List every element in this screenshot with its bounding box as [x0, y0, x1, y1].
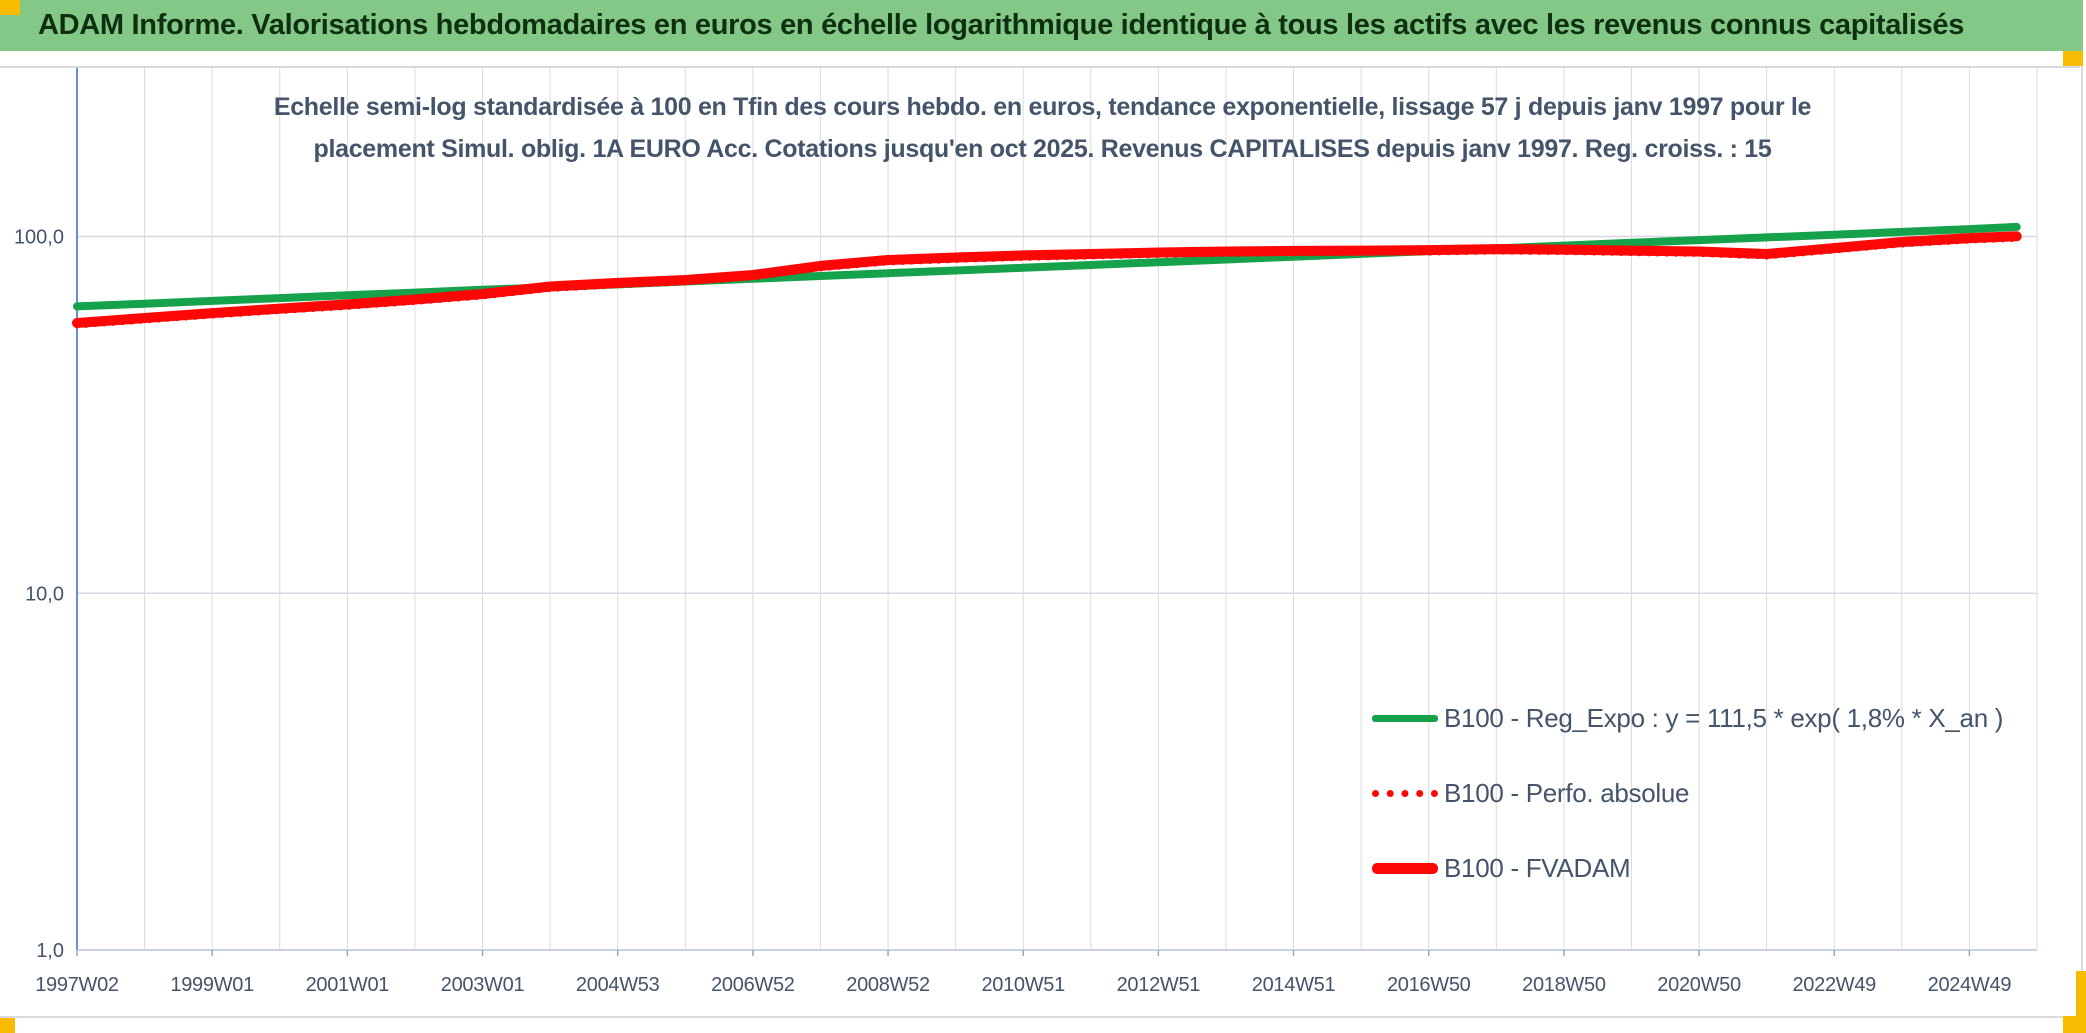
legend-item-reg-expo: B100 - Reg_Expo : y = 111,5 * exp( 1,8% …: [1372, 681, 2003, 756]
svg-text:2024W49: 2024W49: [1928, 974, 2012, 996]
gold-accent-top-left: [0, 0, 20, 15]
svg-text:2022W49: 2022W49: [1792, 974, 1876, 996]
legend-label-perfo-absolue: B100 - Perfo. absolue: [1444, 778, 1690, 808]
red-line-sample-icon: [1372, 863, 1438, 874]
svg-text:1,0: 1,0: [36, 940, 64, 962]
svg-text:2003W01: 2003W01: [441, 974, 525, 996]
legend-item-fvadam: B100 - FVADAM: [1372, 831, 2003, 906]
svg-text:2014W51: 2014W51: [1252, 974, 1336, 996]
svg-text:2004W53: 2004W53: [576, 974, 660, 996]
svg-text:1999W01: 1999W01: [170, 974, 254, 996]
green-line-sample-icon: [1372, 715, 1438, 722]
header-bar: ADAM Informe. Valorisations hebdomadaire…: [0, 0, 2083, 51]
legend-label-fvadam: B100 - FVADAM: [1444, 853, 1631, 883]
svg-text:2006W52: 2006W52: [711, 974, 795, 996]
footer-divider: [0, 1016, 2076, 1018]
svg-text:2001W01: 2001W01: [306, 974, 390, 996]
svg-text:100,0: 100,0: [14, 227, 64, 249]
red-dotted-line-sample-icon: [1372, 790, 1438, 797]
svg-text:2018W50: 2018W50: [1522, 974, 1606, 996]
svg-text:2016W50: 2016W50: [1387, 974, 1471, 996]
svg-text:2012W51: 2012W51: [1117, 974, 1201, 996]
page-right-border: [2081, 0, 2083, 1016]
page-title: ADAM Informe. Valorisations hebdomadaire…: [38, 9, 1965, 41]
svg-text:10,0: 10,0: [25, 583, 64, 605]
chart-title: Echelle semi-log standardisée à 100 en T…: [273, 93, 1812, 163]
svg-text:2008W52: 2008W52: [846, 974, 930, 996]
svg-text:2020W50: 2020W50: [1657, 974, 1741, 996]
svg-text:1997W02: 1997W02: [35, 974, 119, 996]
chart-legend: B100 - Reg_Expo : y = 111,5 * exp( 1,8% …: [1372, 681, 2003, 906]
header-divider: [0, 66, 2080, 68]
svg-text:2010W51: 2010W51: [981, 974, 1065, 996]
legend-item-perfo-absolue: B100 - Perfo. absolue: [1372, 756, 2003, 831]
gold-accent-top-right: [2063, 51, 2083, 66]
gold-accent-bottom-right-bar: [2076, 971, 2086, 1033]
gold-accent-bottom-right-corner: [2063, 1016, 2086, 1033]
gold-accent-bottom-left: [0, 1018, 15, 1033]
legend-label-reg-expo: B100 - Reg_Expo : y = 111,5 * exp( 1,8% …: [1444, 703, 2004, 733]
